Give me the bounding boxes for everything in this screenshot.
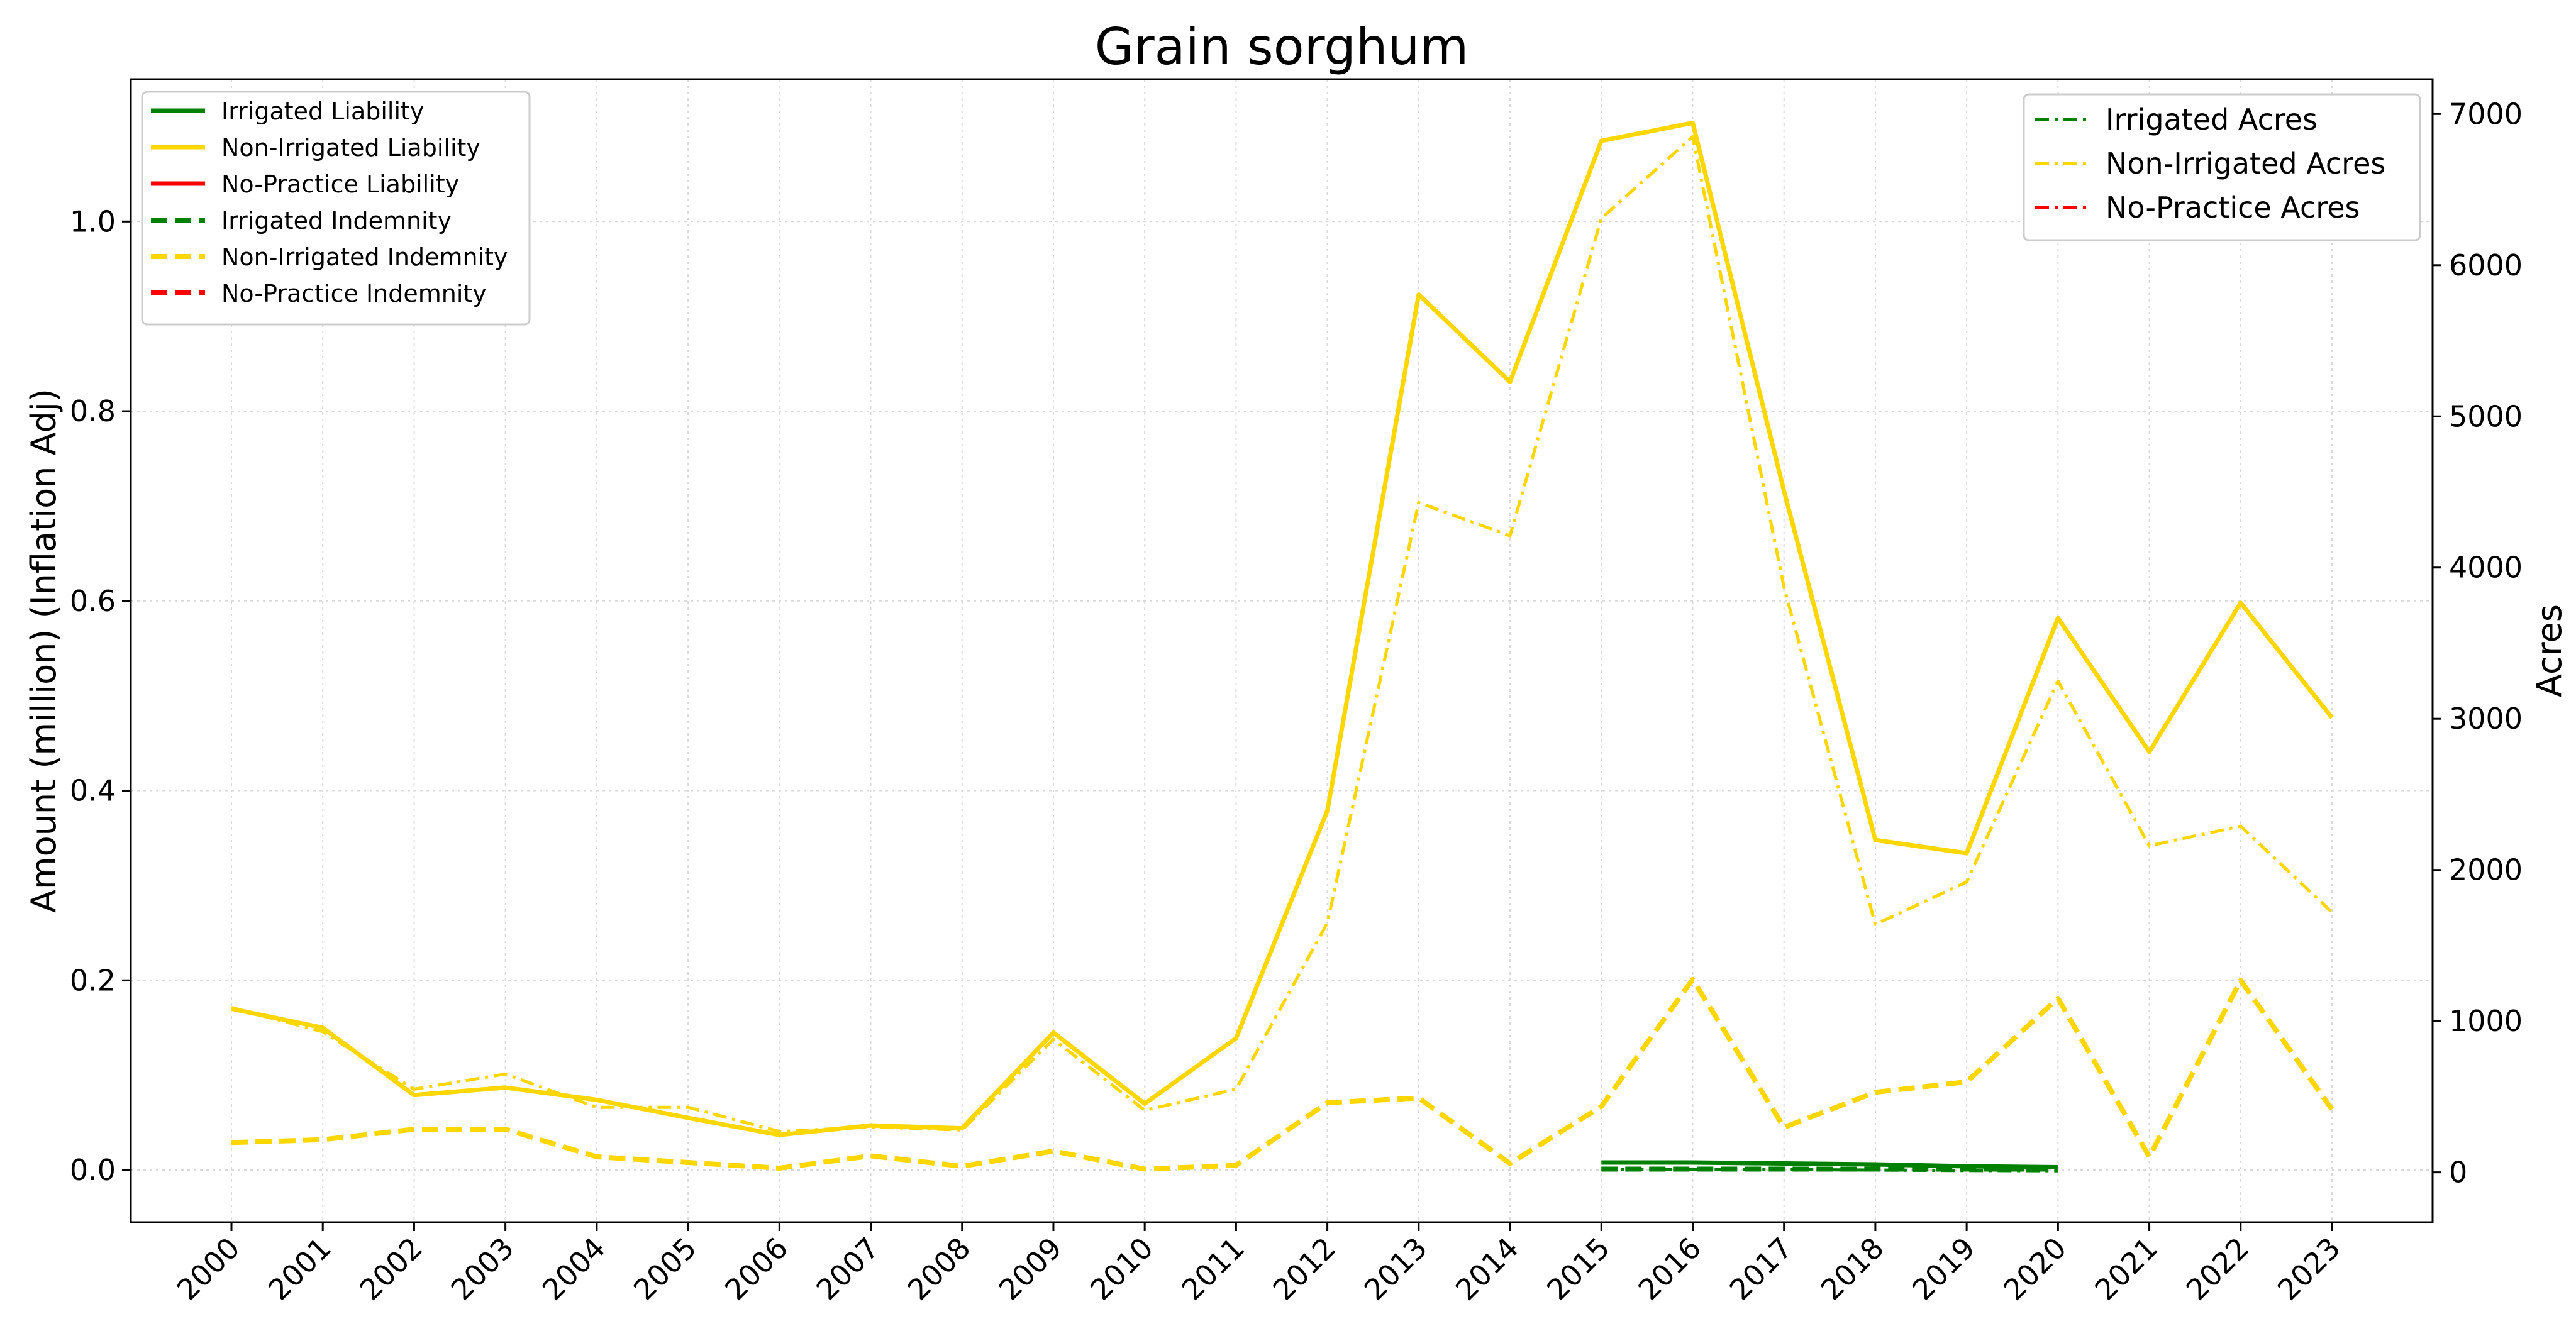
legend-label: No-Practice Indemnity	[221, 280, 487, 307]
x-tick-label: 2006	[718, 1231, 794, 1307]
y-right-tick-label: 5000	[2449, 399, 2523, 433]
series-line-non-irrigated-acres	[231, 135, 2333, 1134]
y-axis-right-label: Acres	[2529, 604, 2569, 697]
series-line-non-irrigated-liability	[231, 120, 2334, 1137]
legend-label: No-Practice Acres	[2106, 191, 2360, 224]
y-right-tick-label: 0	[2449, 1156, 2467, 1190]
y-right-tick-label: 2000	[2449, 853, 2523, 887]
y-left-tick-label: 1.0	[70, 204, 116, 238]
x-tick-label: 2015	[1540, 1231, 1616, 1307]
x-tick-label: 2017	[1723, 1231, 1799, 1307]
x-tick-label: 2007	[809, 1231, 886, 1307]
plot-frame	[130, 78, 2434, 1223]
chart-title: Grain sorghum	[1095, 18, 1469, 76]
x-tick-label: 2005	[627, 1231, 703, 1307]
x-tick-label: 2022	[2180, 1231, 2256, 1307]
x-tick-label: 2002	[353, 1231, 429, 1307]
x-tick-label: 2012	[1266, 1231, 1342, 1307]
legend-label: Non-Irrigated Acres	[2106, 146, 2385, 180]
y-left-tick-label: 0.0	[70, 1153, 116, 1187]
y-axis-left-label: Amount (million) (Inflation Adj)	[24, 389, 64, 913]
legend-left: Irrigated Liability Non-Irrigated Liabili…	[141, 91, 531, 326]
legend-label: Non-Irrigated Indemnity	[221, 243, 508, 271]
y-left-tick-label: 0.4	[70, 774, 116, 808]
y-left-tick-label: 0.8	[70, 394, 116, 428]
y-right-tick-label: 7000	[2449, 97, 2523, 131]
legend-label: No-Practice Liability	[221, 170, 459, 198]
x-tick-label: 2014	[1449, 1231, 1525, 1307]
x-tick-label: 2018	[1814, 1231, 1890, 1307]
x-tick-label: 2004	[536, 1231, 612, 1307]
x-tick-label: 2016	[1631, 1231, 1707, 1307]
x-tick-label: 2009	[992, 1231, 1069, 1307]
series-line-irrigated-liability	[1601, 1160, 2058, 1169]
y-left-tick-label: 0.2	[70, 963, 116, 997]
legend-label: Irrigated Liability	[221, 97, 424, 125]
x-tick-label: 2001	[262, 1231, 338, 1307]
x-tick-label: 2019	[1906, 1231, 1982, 1307]
x-tick-label: 2003	[444, 1231, 520, 1307]
series-lines	[231, 120, 2334, 1173]
y-right-tick-label: 4000	[2449, 551, 2523, 585]
x-tick-label: 2023	[2271, 1231, 2347, 1307]
x-tick-label: 2011	[1175, 1231, 1251, 1307]
x-tick-label: 2020	[1997, 1231, 2073, 1307]
legend-right-box	[2023, 93, 2421, 241]
legend-label: Irrigated Acres	[2106, 102, 2318, 136]
y-right-tick-label: 1000	[2449, 1004, 2523, 1038]
y-left-tick-label: 0.6	[70, 584, 116, 618]
series-line-irrigated-acres	[1601, 1168, 2058, 1173]
legend-left-box	[141, 91, 531, 326]
y-right-tick-label: 3000	[2449, 702, 2523, 736]
x-tick-label: 2008	[901, 1231, 977, 1307]
x-tick-label: 2010	[1084, 1231, 1160, 1307]
legend-right: Irrigated Acres Non-Irrigated Acres No-Pra…	[2023, 93, 2421, 241]
x-tick-label: 2013	[1358, 1231, 1434, 1307]
legend-label: Non-Irrigated Liability	[221, 134, 480, 162]
x-tick-label: 2000	[170, 1231, 247, 1307]
x-tick-label: 2021	[2088, 1231, 2164, 1307]
y-right-tick-label: 6000	[2449, 248, 2523, 282]
legend-label: Irrigated Indemnity	[221, 207, 452, 235]
